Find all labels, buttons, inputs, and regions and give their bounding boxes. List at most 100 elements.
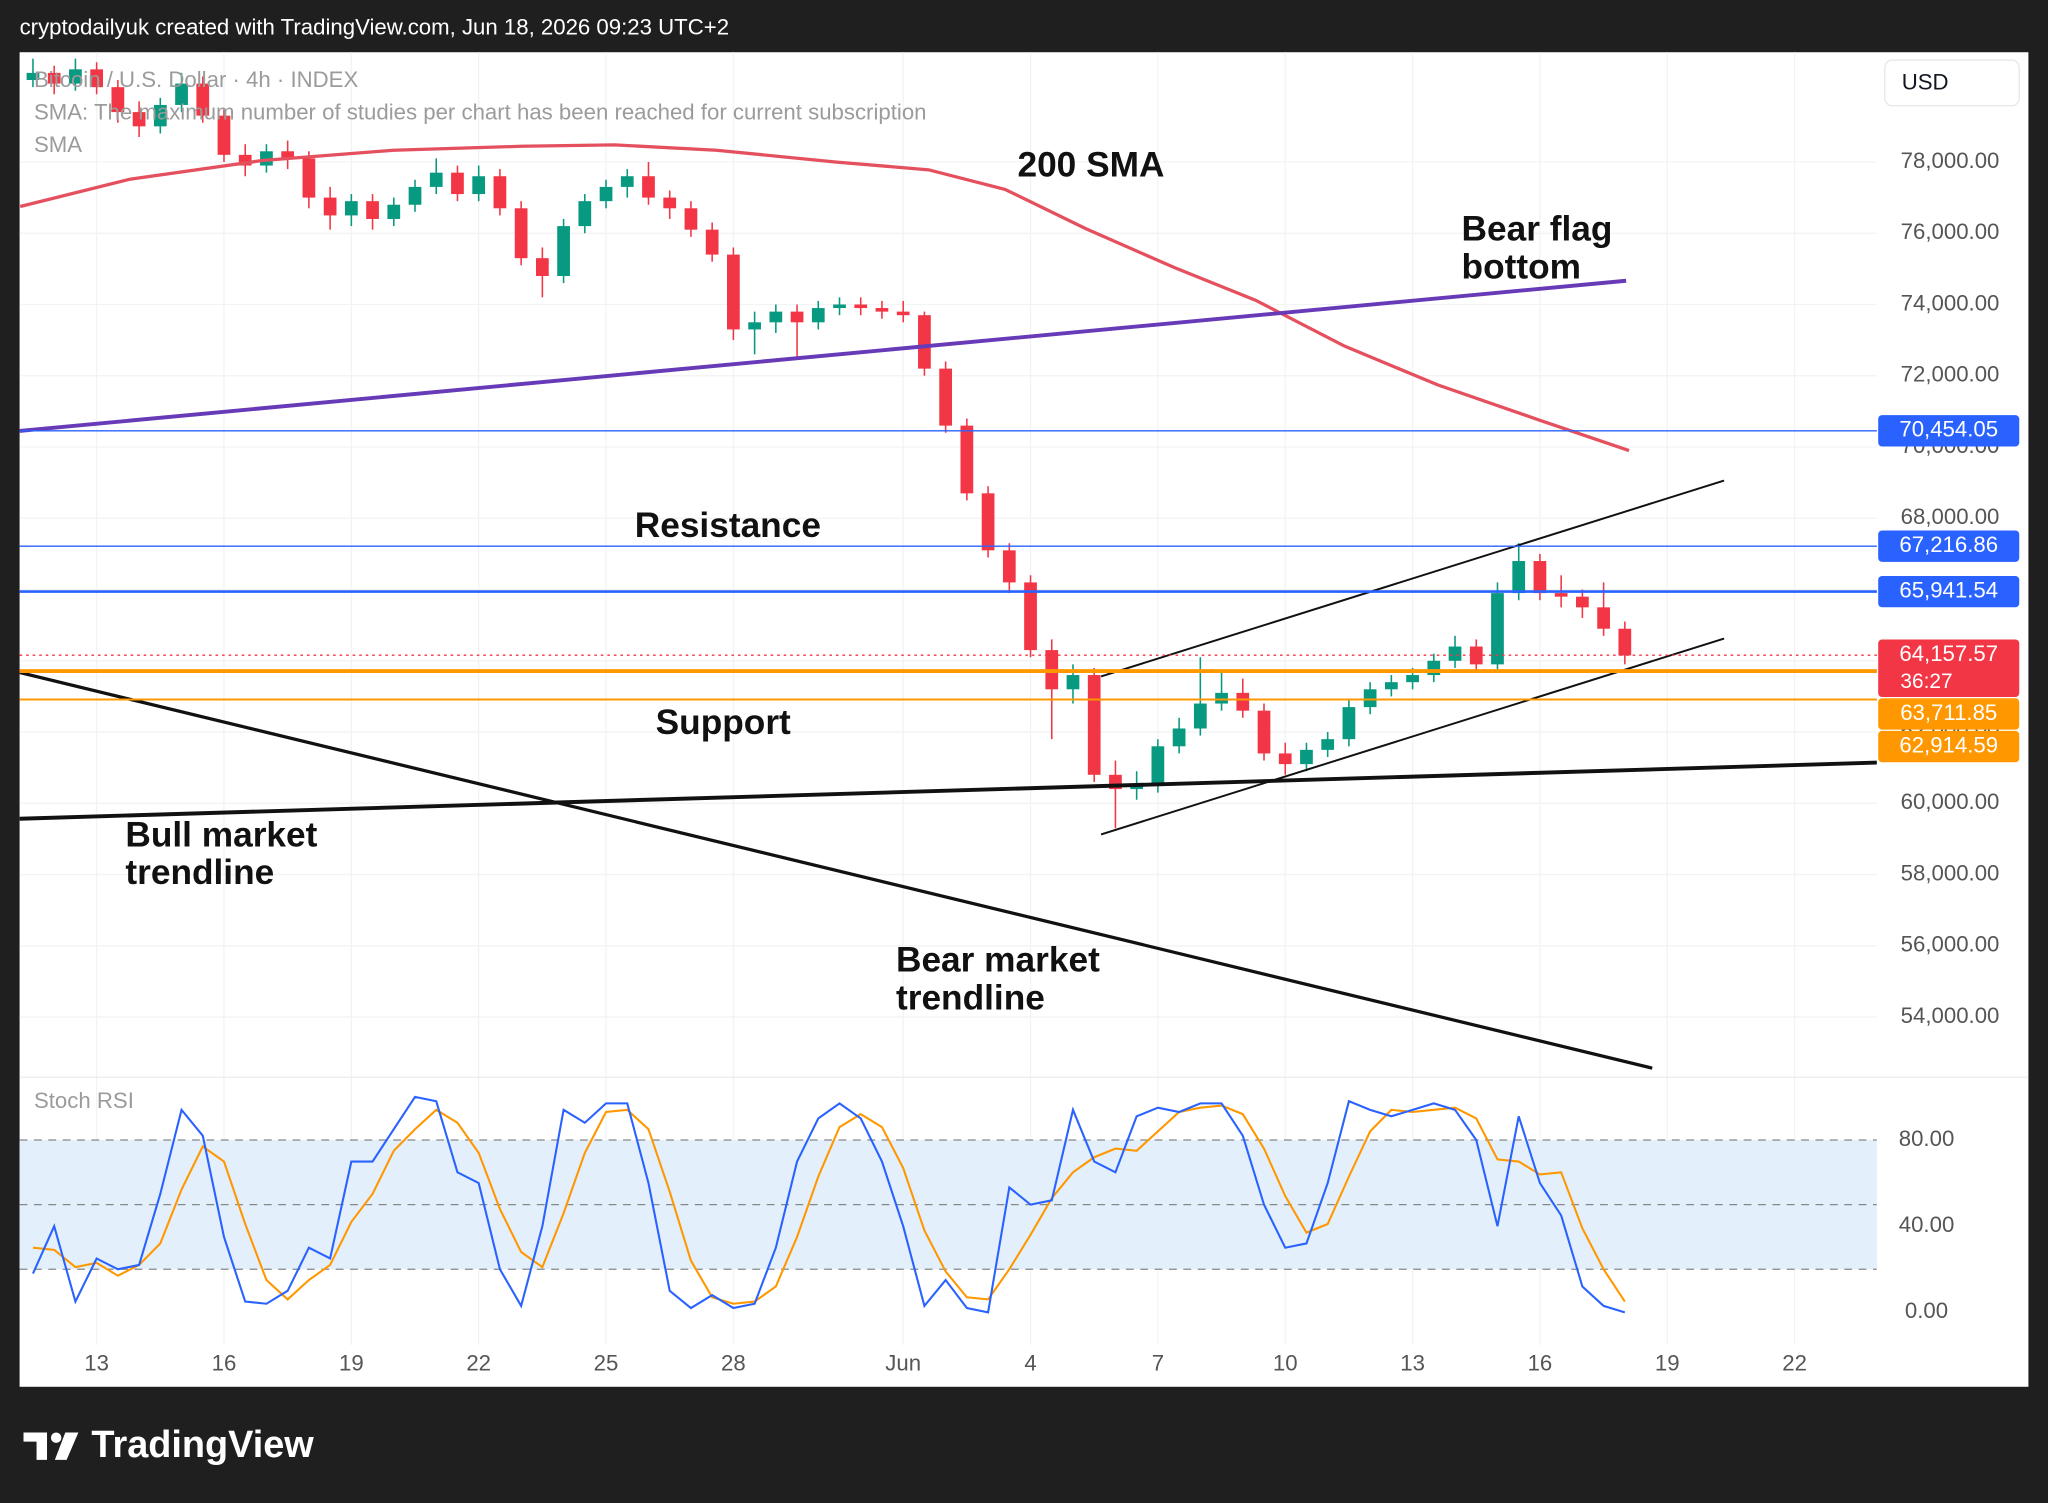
countdown: 36:27 — [1900, 670, 1952, 693]
y-tick-label: 56,000.00 — [1901, 932, 2000, 957]
annotation: Bull market — [125, 815, 317, 854]
annotations: 200 SMA Bear flag bottom Resistance Supp… — [125, 145, 1612, 1017]
candle-body — [1215, 692, 1228, 704]
candle-body — [1066, 675, 1080, 690]
bear-flag-line — [19, 278, 1627, 433]
annotation: bottom — [1462, 247, 1581, 286]
candle-body — [132, 112, 146, 127]
candle-body — [1257, 710, 1271, 754]
y-tick-label: 58,000.00 — [1901, 860, 2000, 885]
candle-body — [1300, 749, 1313, 765]
notice: SMA: The maximum number of studies per c… — [34, 99, 927, 124]
drawings — [19, 278, 1877, 1070]
stoch-title: Stoch RSI — [34, 1088, 134, 1113]
x-tick-label: 19 — [339, 1350, 364, 1375]
candle-body — [26, 72, 40, 81]
bear-trendline — [19, 670, 1653, 1070]
price-label-box — [1878, 639, 2020, 697]
candle-body — [854, 304, 868, 309]
candle-body — [69, 69, 82, 84]
candle-body — [1236, 692, 1250, 711]
logo-slash — [54, 1432, 79, 1460]
price-levels: 70,454.05 67,216.86 65,941.54 64,157.57 36:2… — [19, 415, 2020, 763]
candle-body — [1384, 682, 1398, 690]
candle-body — [1321, 739, 1335, 750]
legend: Bitcoin / U.S. Dollar · 4h · INDEX SMA: … — [34, 67, 927, 1113]
sma-line — [19, 143, 1630, 453]
candle-body — [875, 308, 889, 312]
price-label: 64,157.57 — [1899, 641, 1998, 666]
y-tick-label: 74,000.00 — [1901, 290, 2000, 315]
y-tick-label: 60,000.00 — [1901, 789, 2000, 814]
x-tick-label: 19 — [1655, 1350, 1680, 1375]
annotation: trendline — [896, 979, 1045, 1018]
candle-body — [1618, 628, 1632, 656]
price-label-box — [1878, 575, 2020, 608]
price-label: 67,216.86 — [1899, 532, 1998, 557]
annotation: Support — [656, 703, 791, 742]
candle-body — [217, 115, 231, 155]
price-label-box — [1878, 415, 2020, 447]
candle-body — [153, 104, 167, 127]
x-tick-label: 13 — [1400, 1350, 1425, 1375]
candle-body — [1448, 646, 1462, 661]
x-tick-label: 4 — [1024, 1350, 1036, 1375]
candle-body — [557, 226, 570, 276]
candle-body — [1554, 593, 1568, 597]
candle-body — [196, 83, 210, 116]
bull-trendline — [19, 760, 1877, 821]
price-label-box — [1878, 730, 2020, 763]
candle-body — [1406, 675, 1419, 683]
candle-body — [769, 311, 783, 323]
annotation: Bear flag — [1462, 209, 1613, 248]
x-tick-label: 25 — [594, 1350, 619, 1375]
symbol-title: Bitcoin / U.S. Dollar · 4h · INDEX — [34, 67, 359, 92]
candle-body — [918, 315, 931, 369]
x-tick-label: 28 — [721, 1350, 746, 1375]
candle-body — [833, 304, 846, 309]
currency[interactable]: USD — [1902, 69, 1949, 94]
x-tick-label: 22 — [1782, 1350, 1807, 1375]
candle-body — [175, 83, 188, 105]
x-tick-label: 16 — [1528, 1350, 1553, 1375]
price-label: 63,711.85 — [1900, 700, 1997, 725]
candle-body — [111, 87, 125, 113]
price-label-box — [1878, 698, 2020, 730]
currency-button[interactable] — [1884, 59, 2020, 107]
candle-body — [642, 176, 655, 198]
candle-body — [684, 208, 698, 230]
candle-body — [1151, 746, 1165, 786]
candle-body — [811, 308, 825, 323]
candle-body — [281, 151, 295, 159]
logo-mark — [23, 1432, 48, 1460]
y-tick-label: 68,000.00 — [1901, 504, 2000, 529]
channel-upper — [1100, 479, 1725, 678]
candle-body — [981, 493, 995, 551]
candle-body — [1130, 785, 1144, 790]
candle-body — [790, 311, 804, 323]
candle-body — [663, 197, 677, 209]
candle-body — [90, 69, 104, 88]
candle-body — [344, 201, 358, 216]
candle-body — [472, 176, 486, 195]
candle-body — [514, 208, 528, 259]
candle-body — [1576, 596, 1589, 608]
stoch-background — [19, 1139, 1877, 1270]
logo-dot — [50, 1432, 62, 1443]
y2-tick-label: 0.00 — [1905, 1298, 1948, 1323]
candle-body — [748, 322, 761, 330]
x-tick-label: 22 — [466, 1350, 491, 1375]
footer-logo: TradingView — [23, 1424, 314, 1466]
candle-body — [47, 72, 61, 84]
candle-body — [939, 368, 953, 426]
annotation: Resistance — [635, 506, 821, 545]
y-tick-label: 78,000.00 — [1901, 148, 2000, 173]
candle-body — [620, 176, 634, 187]
sma-legend: SMA — [34, 132, 82, 157]
candle-body — [727, 254, 740, 330]
stoch-line — [32, 1095, 1626, 1314]
price-label: 62,914.59 — [1899, 732, 1998, 757]
candle-body — [1363, 689, 1377, 708]
candle-body — [705, 229, 719, 255]
